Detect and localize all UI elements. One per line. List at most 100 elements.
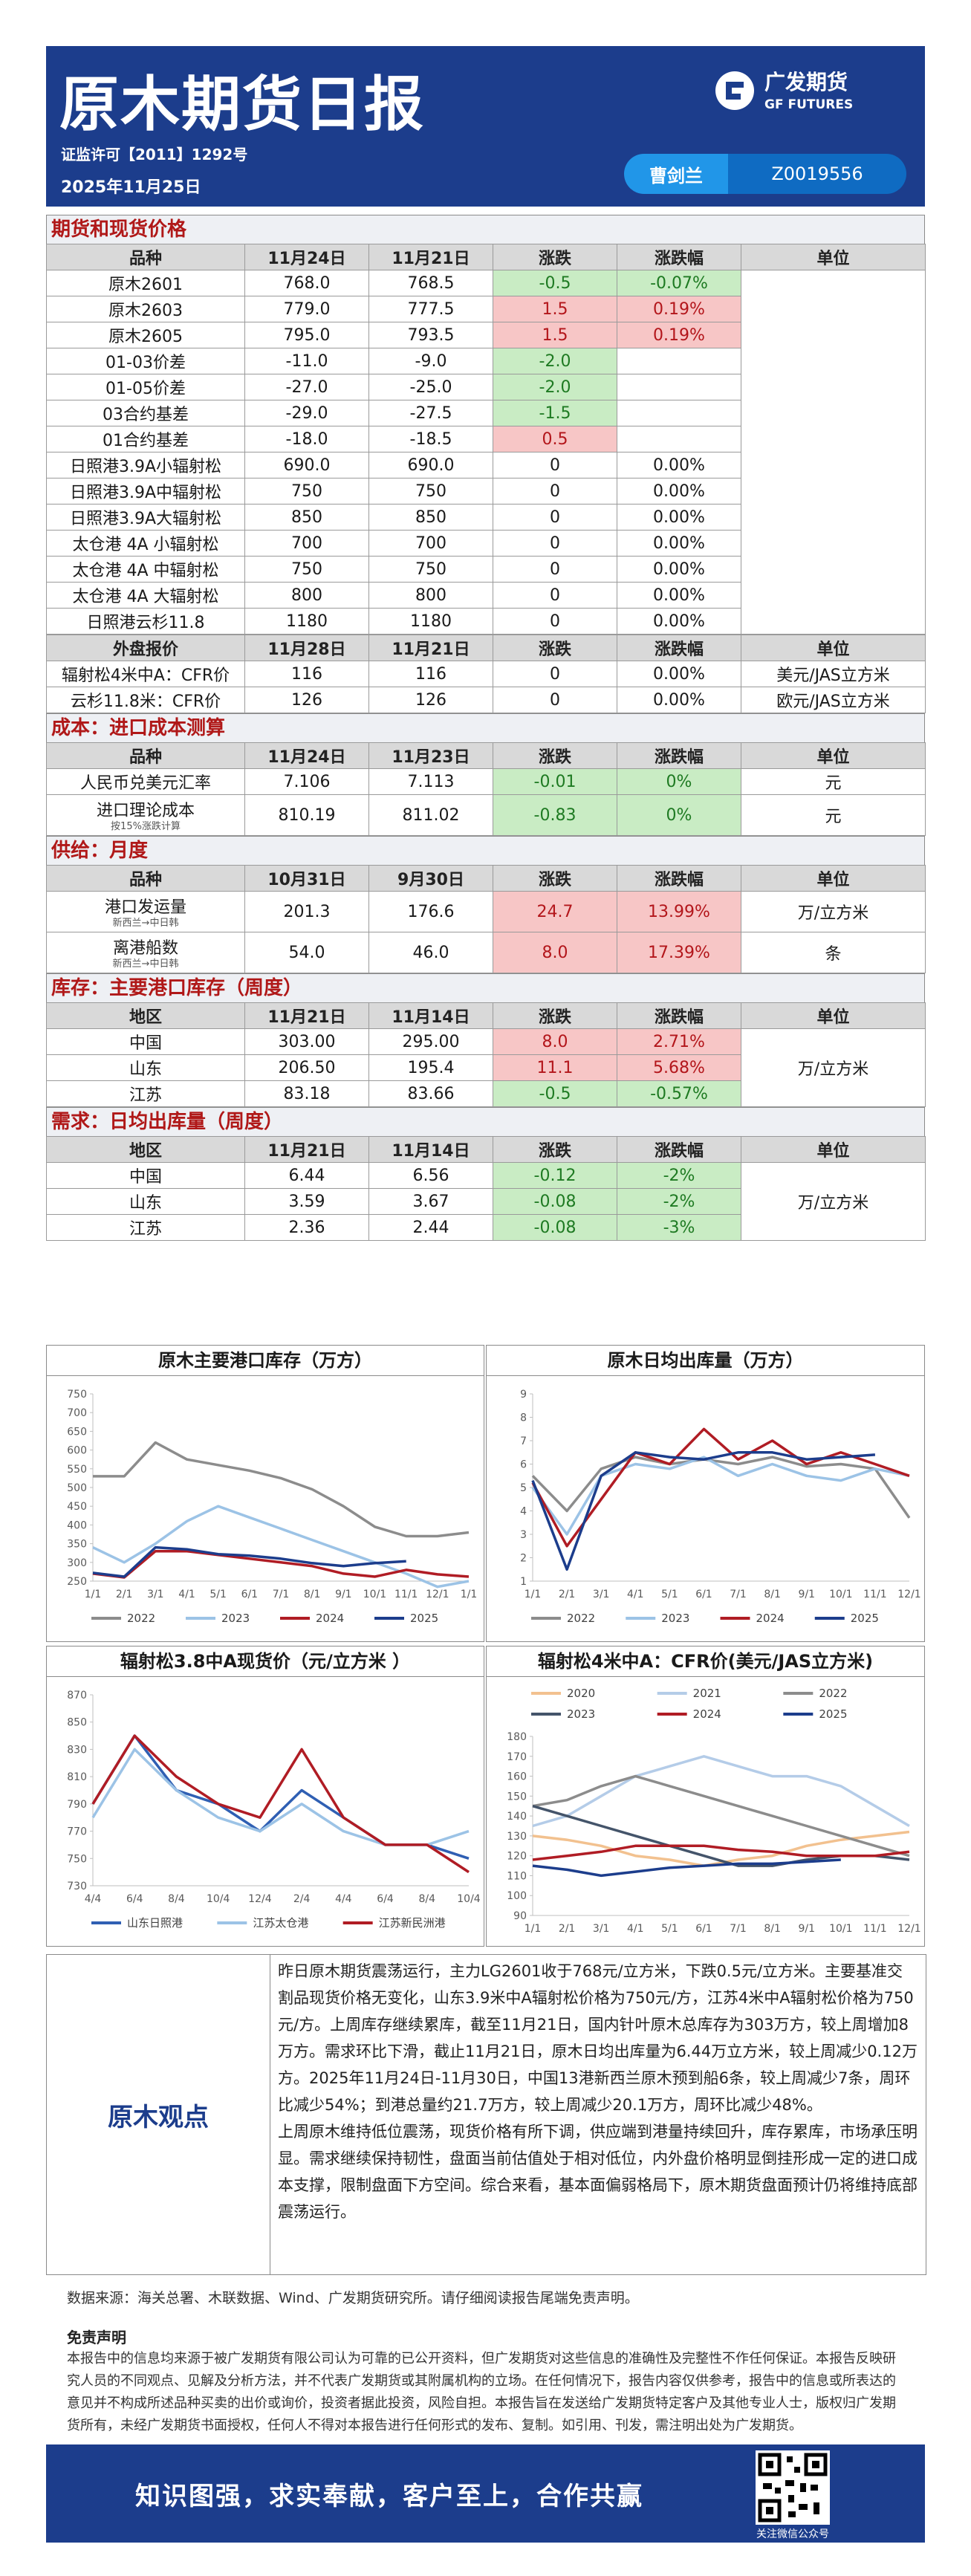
x-tick-label: 10/1 <box>829 1589 852 1600</box>
change-cell: -0.83 <box>493 794 617 836</box>
viewpoint-paragraph: 上周原木维持低位震荡，现货价格有所下调，供应端到港量持续回升，库存累库，市场承压… <box>278 2123 918 2221</box>
change-cell: -2.0 <box>493 348 617 374</box>
y-tick-label: 810 <box>67 1771 87 1783</box>
legend-label: 2023 <box>567 1707 595 1721</box>
value-cell: 6.44 <box>244 1162 369 1189</box>
header-row: 品种 11月24日 11月21日 涨跌 涨跌幅 单位 <box>46 244 926 270</box>
value-cell: 83.18 <box>244 1080 369 1107</box>
row-label: 太仓港 4A 小辐射松 <box>72 536 219 554</box>
row-name: 03合约基差 <box>46 400 245 426</box>
x-tick-label: 11/1 <box>863 1923 886 1935</box>
value-cell: 206.50 <box>244 1054 369 1081</box>
x-tick-label: 4/4 <box>335 1893 352 1905</box>
row-label: 人民币兑美元汇率 <box>79 774 211 793</box>
x-tick-label: 12/1 <box>897 1589 920 1600</box>
value-cell: 811.02 <box>368 794 493 836</box>
row-label: 原木2603 <box>108 302 183 320</box>
x-tick-label: 2/1 <box>116 1589 133 1600</box>
table-row: 中国 303.00 295.00 8.0 2.71% 万/立方米 <box>46 1028 926 1107</box>
column-header: 涨跌 <box>493 742 617 769</box>
value-cell: -25.0 <box>368 374 493 400</box>
column-header: 11月28日 <box>244 635 369 661</box>
value-cell: 176.6 <box>368 891 493 932</box>
x-tick-label: 5/1 <box>661 1589 678 1600</box>
series-line <box>531 1456 911 1519</box>
viewpoint-text: 昨日原木期货震荡运行，主力LG2601收于768元/立方米，下跌0.5元/立方米… <box>270 1955 926 2274</box>
license: 证监许可【2011】1292号 <box>61 146 248 163</box>
change-cell: 0 <box>493 582 617 609</box>
table-row: 江苏 2.36 2.44 -0.08 -3% <box>46 1214 926 1241</box>
slogan: 知识图强，求实奉献，客户至上，合作共赢 <box>135 2482 643 2511</box>
column-header: 涨跌幅 <box>617 1136 741 1163</box>
legend-label: 2022 <box>567 1612 595 1625</box>
change-cell: 0.00% <box>617 687 741 713</box>
column-header: 11月23日 <box>368 742 493 769</box>
table-row: 01-05价差 -27.0 -25.0 -2.0 <box>46 374 926 400</box>
chart-panel: 原木日均出库量（万方） 1 2 3 4 5 6 7 8 9 1/1 2/1 3/1 4/1 5/1 6/1 7/… <box>486 1345 925 1642</box>
change-cell: 11.1 <box>493 1054 617 1081</box>
x-tick-label: 5/1 <box>661 1923 678 1935</box>
row-name: 离港船数 新西兰→中日韩 <box>46 932 245 973</box>
row-name: 进口理论成本 按15%涨跌计算 <box>46 794 245 836</box>
legend-label: 2020 <box>567 1687 595 1700</box>
table-row: 日照港3.9A小辐射松 690.0 690.0 0 0.00% <box>46 452 926 478</box>
value-cell: 1180 <box>368 608 493 635</box>
change-cell <box>617 400 741 426</box>
column-header: 涨跌幅 <box>617 1002 741 1029</box>
qr-code <box>756 2450 830 2525</box>
series-line <box>91 1748 470 1846</box>
series-line <box>532 1830 910 1867</box>
column-header: 11月21日 <box>244 1136 369 1163</box>
y-tick-label: 450 <box>67 1501 87 1513</box>
value-cell: 83.66 <box>368 1080 493 1107</box>
y-tick-label: 4 <box>520 1506 527 1518</box>
x-tick-label: 10/1 <box>829 1923 852 1935</box>
chart-panel: 辐射松3.8中A现货价（元/立方米 ） 730 750 770 790 810 830 850… <box>46 1646 484 1947</box>
row-label: 01-03价差 <box>105 354 186 372</box>
disclaimer-title: 免责声明 <box>67 2329 126 2346</box>
table-row: 01合约基差 -18.0 -18.5 0.5 <box>46 426 926 452</box>
x-tick-label: 6/4 <box>377 1893 394 1905</box>
x-tick-label: 9/1 <box>798 1589 815 1600</box>
value-cell: -27.5 <box>368 400 493 426</box>
x-tick-label: 6/1 <box>695 1923 712 1935</box>
row-label: 原木2605 <box>108 328 183 346</box>
value-cell: 2.44 <box>368 1214 493 1241</box>
row-name: 01-03价差 <box>46 348 245 374</box>
table-row: 原木2605 795.0 793.5 1.5 0.19% <box>46 322 926 348</box>
change-cell: -0.5 <box>493 270 617 296</box>
row-name: 01-05价差 <box>46 374 245 400</box>
row-name: 日照港3.9A大辐射松 <box>46 504 245 531</box>
row-label: 离港船数 <box>112 939 178 958</box>
change-cell: 0 <box>493 452 617 478</box>
row-name: 江苏 <box>46 1214 245 1241</box>
y-tick-label: 300 <box>67 1557 87 1569</box>
column-header: 涨跌 <box>493 865 617 892</box>
x-tick-label: 4/1 <box>178 1589 195 1600</box>
y-tick-label: 6 <box>520 1459 527 1471</box>
table-row: 山东 206.50 195.4 11.1 5.68% <box>46 1054 926 1081</box>
row-label: 辐射松4米中A：CFR价 <box>61 666 230 685</box>
value-cell: 768.0 <box>244 270 369 296</box>
y-tick-label: 750 <box>67 1853 87 1865</box>
value-cell: 750 <box>368 478 493 505</box>
table-row: 进口理论成本 按15%涨跌计算 810.19 811.02 -0.83 0% 元 <box>46 794 926 836</box>
analyst-pill: 曹剑兰 Z0019556 <box>624 154 906 194</box>
series-line <box>91 1734 470 1860</box>
chart: 1 2 3 4 5 6 7 8 9 1/1 2/1 3/1 4/1 5/1 6/1 7/1 8/1 9/1 10/1… <box>520 1389 921 1625</box>
table-body: 品种 10月31日 9月30日 涨跌 涨跌幅 单位 港口发运量 新西兰→中日韩 201.3 176… <box>46 865 926 973</box>
y-tick-label: 870 <box>67 1690 87 1701</box>
analyst-name: 曹剑兰 <box>624 154 728 194</box>
series-line <box>531 1451 876 1571</box>
unit-cell: 万/立方米 <box>741 1028 926 1107</box>
column-header: 涨跌幅 <box>617 742 741 769</box>
value-cell: -9.0 <box>368 348 493 374</box>
row-label: 日照港3.9A大辐射松 <box>69 510 222 528</box>
row-label: 01合约基差 <box>103 432 189 450</box>
column-header: 涨跌 <box>493 1002 617 1029</box>
change-cell: -0.5 <box>493 1080 617 1107</box>
y-tick-label: 140 <box>507 1811 527 1823</box>
slogan-bar: 知识图强，求实奉献，客户至上，合作共赢 关注微信公众号 <box>46 2444 925 2543</box>
value-cell: 195.4 <box>368 1054 493 1081</box>
x-tick-label: 7/1 <box>273 1589 290 1600</box>
